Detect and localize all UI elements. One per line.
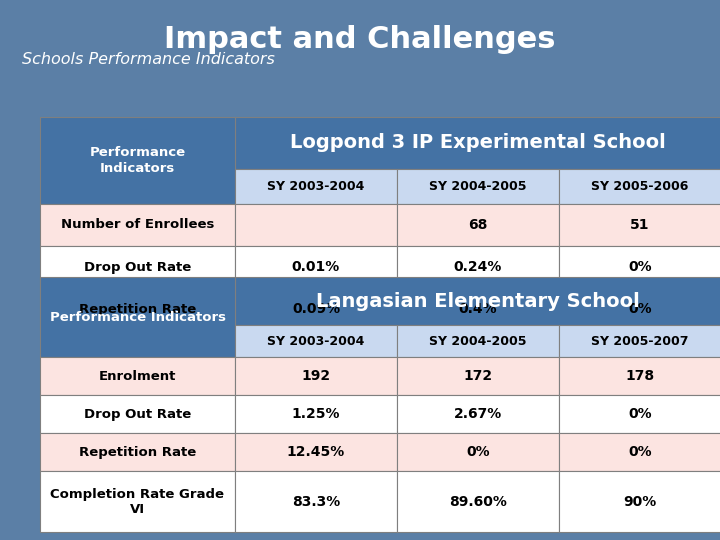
Text: 2.67%: 2.67%: [454, 407, 502, 421]
FancyBboxPatch shape: [559, 395, 720, 433]
Text: 192: 192: [302, 369, 330, 383]
Text: 83.3%: 83.3%: [292, 495, 340, 509]
Text: Schools Performance Indicators: Schools Performance Indicators: [22, 52, 275, 67]
FancyBboxPatch shape: [397, 395, 559, 433]
Text: Completion Rate Grade
VI: Completion Rate Grade VI: [50, 488, 225, 516]
FancyBboxPatch shape: [397, 471, 559, 532]
FancyBboxPatch shape: [235, 395, 397, 433]
Text: 89.60%: 89.60%: [449, 495, 507, 509]
FancyBboxPatch shape: [235, 433, 397, 471]
FancyBboxPatch shape: [559, 246, 720, 288]
Text: SY 2004-2005: SY 2004-2005: [429, 335, 527, 348]
Text: SY 2003-2004: SY 2003-2004: [267, 180, 365, 193]
FancyBboxPatch shape: [40, 471, 235, 532]
FancyBboxPatch shape: [40, 277, 235, 357]
FancyBboxPatch shape: [559, 357, 720, 395]
Text: 90%: 90%: [624, 495, 657, 509]
Text: 0%: 0%: [628, 445, 652, 459]
Text: 68: 68: [468, 218, 487, 232]
FancyBboxPatch shape: [235, 117, 720, 169]
FancyBboxPatch shape: [235, 325, 397, 357]
Text: SY 2003-2004: SY 2003-2004: [267, 335, 365, 348]
Text: 0%: 0%: [628, 407, 652, 421]
Text: Enrolment: Enrolment: [99, 370, 176, 383]
Text: Drop Out Rate: Drop Out Rate: [84, 408, 191, 421]
Text: 0.4%: 0.4%: [459, 302, 498, 316]
Text: Drop Out Rate: Drop Out Rate: [84, 260, 191, 273]
Text: 0%: 0%: [466, 445, 490, 459]
Text: Logpond 3 IP Experimental School: Logpond 3 IP Experimental School: [290, 133, 666, 152]
FancyBboxPatch shape: [40, 288, 235, 330]
Text: SY 2004-2005: SY 2004-2005: [429, 180, 527, 193]
Text: Number of Enrollees: Number of Enrollees: [60, 219, 214, 232]
FancyBboxPatch shape: [397, 357, 559, 395]
Text: 1.25%: 1.25%: [292, 407, 341, 421]
FancyBboxPatch shape: [397, 325, 559, 357]
FancyBboxPatch shape: [40, 433, 235, 471]
Text: Langasian Elementary School: Langasian Elementary School: [316, 292, 640, 310]
FancyBboxPatch shape: [235, 204, 397, 246]
Text: Performance
Indicators: Performance Indicators: [89, 146, 186, 174]
FancyBboxPatch shape: [235, 357, 397, 395]
Text: SY 2005-2007: SY 2005-2007: [591, 335, 689, 348]
Text: Repetition Rate: Repetition Rate: [79, 302, 196, 315]
FancyBboxPatch shape: [397, 288, 559, 330]
Text: 178: 178: [626, 369, 654, 383]
Text: 0.24%: 0.24%: [454, 260, 502, 274]
FancyBboxPatch shape: [559, 325, 720, 357]
FancyBboxPatch shape: [559, 471, 720, 532]
FancyBboxPatch shape: [40, 395, 235, 433]
Text: 0%: 0%: [628, 260, 652, 274]
FancyBboxPatch shape: [235, 471, 397, 532]
Text: SY 2005-2006: SY 2005-2006: [591, 180, 689, 193]
Text: Repetition Rate: Repetition Rate: [79, 446, 196, 458]
FancyBboxPatch shape: [559, 433, 720, 471]
Text: Impact and Challenges: Impact and Challenges: [164, 25, 556, 54]
FancyBboxPatch shape: [397, 169, 559, 204]
FancyBboxPatch shape: [40, 357, 235, 395]
FancyBboxPatch shape: [40, 117, 235, 204]
Text: Performance Indicators: Performance Indicators: [50, 310, 225, 323]
FancyBboxPatch shape: [235, 246, 397, 288]
FancyBboxPatch shape: [235, 277, 720, 325]
Text: 172: 172: [464, 369, 492, 383]
FancyBboxPatch shape: [40, 246, 235, 288]
FancyBboxPatch shape: [235, 169, 397, 204]
FancyBboxPatch shape: [397, 204, 559, 246]
Text: 12.45%: 12.45%: [287, 445, 345, 459]
FancyBboxPatch shape: [397, 433, 559, 471]
FancyBboxPatch shape: [40, 204, 235, 246]
FancyBboxPatch shape: [559, 169, 720, 204]
FancyBboxPatch shape: [397, 246, 559, 288]
Text: 0.01%: 0.01%: [292, 260, 340, 274]
Text: 0.09%: 0.09%: [292, 302, 340, 316]
FancyBboxPatch shape: [559, 288, 720, 330]
Text: 0%: 0%: [628, 302, 652, 316]
FancyBboxPatch shape: [559, 204, 720, 246]
Text: 51: 51: [630, 218, 649, 232]
FancyBboxPatch shape: [235, 288, 397, 330]
